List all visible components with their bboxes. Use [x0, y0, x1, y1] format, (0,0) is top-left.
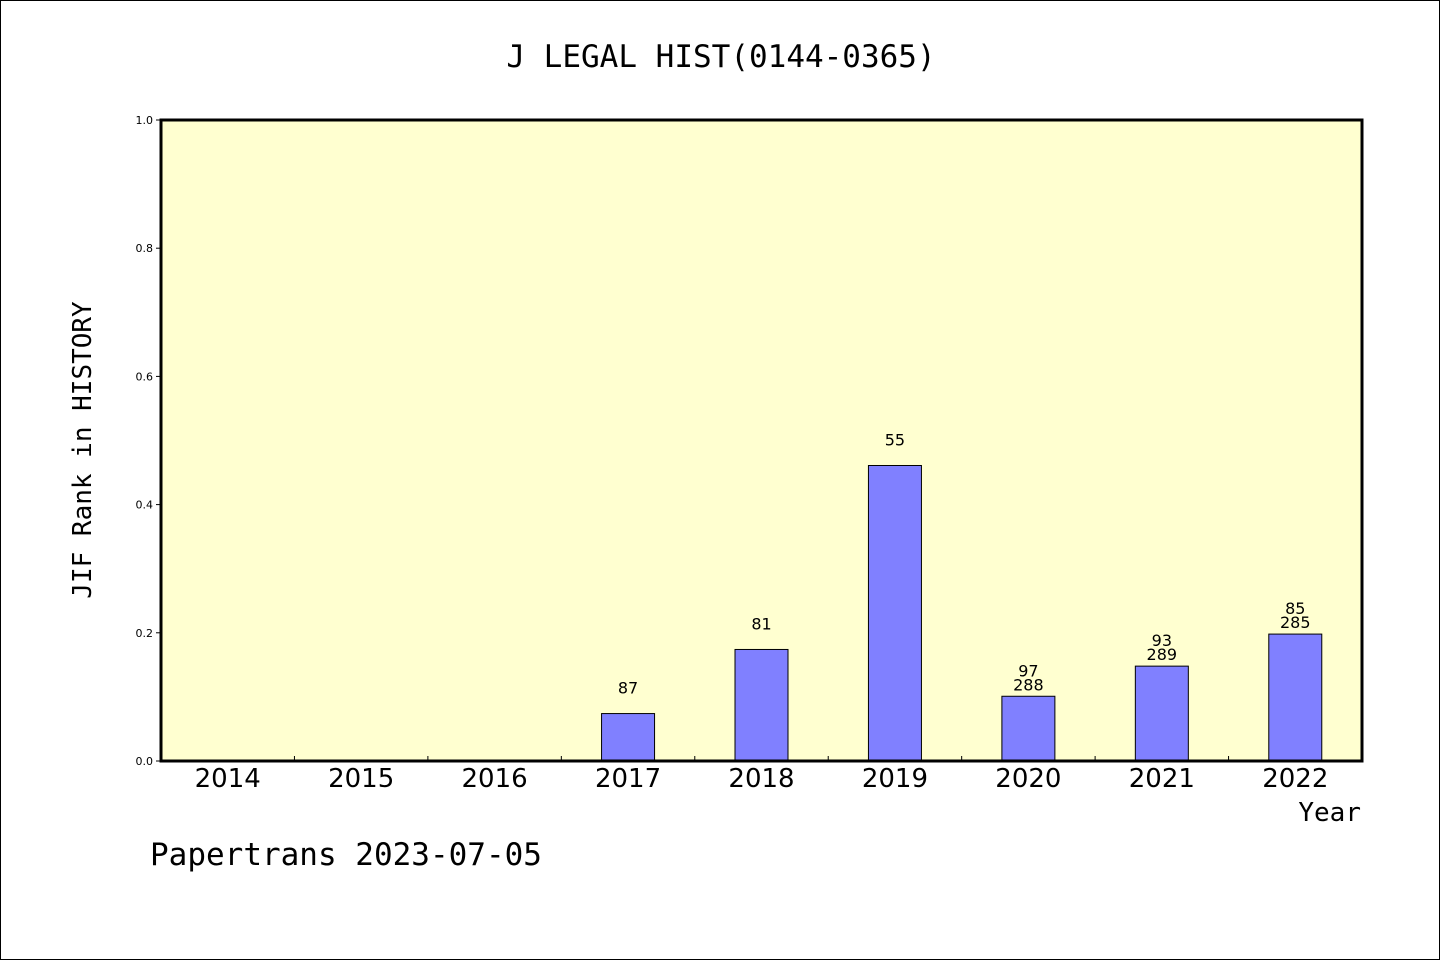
- x-tick-label: 2016: [462, 764, 528, 794]
- data-label-rank: 97: [1018, 661, 1038, 680]
- chart-title: J LEGAL HIST(0144-0365): [506, 39, 935, 75]
- x-tick-label: 2019: [862, 764, 928, 794]
- x-axis-label: Year: [1298, 798, 1361, 828]
- bar-2018: [734, 648, 789, 762]
- x-tick-label: 2022: [1262, 764, 1328, 794]
- plot-frame: [159, 118, 1364, 763]
- x-tick-label: 2018: [728, 764, 794, 794]
- y-tick-label: 0.2: [136, 627, 154, 640]
- y-tick-label: 0.6: [136, 370, 154, 383]
- data-label-rank: 55: [885, 430, 905, 449]
- x-tick-label: 2020: [995, 764, 1061, 794]
- y-tick-label: 0.4: [136, 499, 154, 512]
- y-axis-label: JIF Rank in HISTORY: [68, 301, 98, 599]
- bar-2020: [1001, 695, 1056, 762]
- credit-text: Papertrans 2023-07-05: [150, 837, 542, 873]
- y-tick-label: 0.0: [136, 755, 154, 768]
- bar-2017: [601, 713, 656, 762]
- data-label-total: 288: [1013, 675, 1044, 694]
- data-label-rank: 93: [1152, 631, 1172, 650]
- y-tick-label: 0.8: [136, 242, 154, 255]
- x-tick-label: 2015: [328, 764, 394, 794]
- data-label-total: 289: [1147, 645, 1178, 664]
- bar-2019: [867, 464, 922, 762]
- data-label-total: 285: [1280, 613, 1311, 632]
- data-label-rank: 81: [751, 614, 771, 633]
- bar-2021: [1134, 665, 1189, 762]
- data-label-rank: 85: [1285, 599, 1305, 618]
- bar-2022: [1268, 633, 1323, 762]
- y-axis: 0.0 0.2 0.4 0.6 0.8 1.0: [136, 114, 161, 768]
- x-tick-label: 2021: [1129, 764, 1195, 794]
- y-tick-label: 1.0: [136, 114, 154, 127]
- x-tick-label: 2017: [595, 764, 661, 794]
- data-label-rank: 87: [618, 679, 638, 698]
- bar-series: [601, 464, 1323, 762]
- x-tick-label: 2014: [195, 764, 261, 794]
- x-axis: 2014 2015 2016 2017 2018 2019 2020 2021 2022: [195, 756, 1328, 794]
